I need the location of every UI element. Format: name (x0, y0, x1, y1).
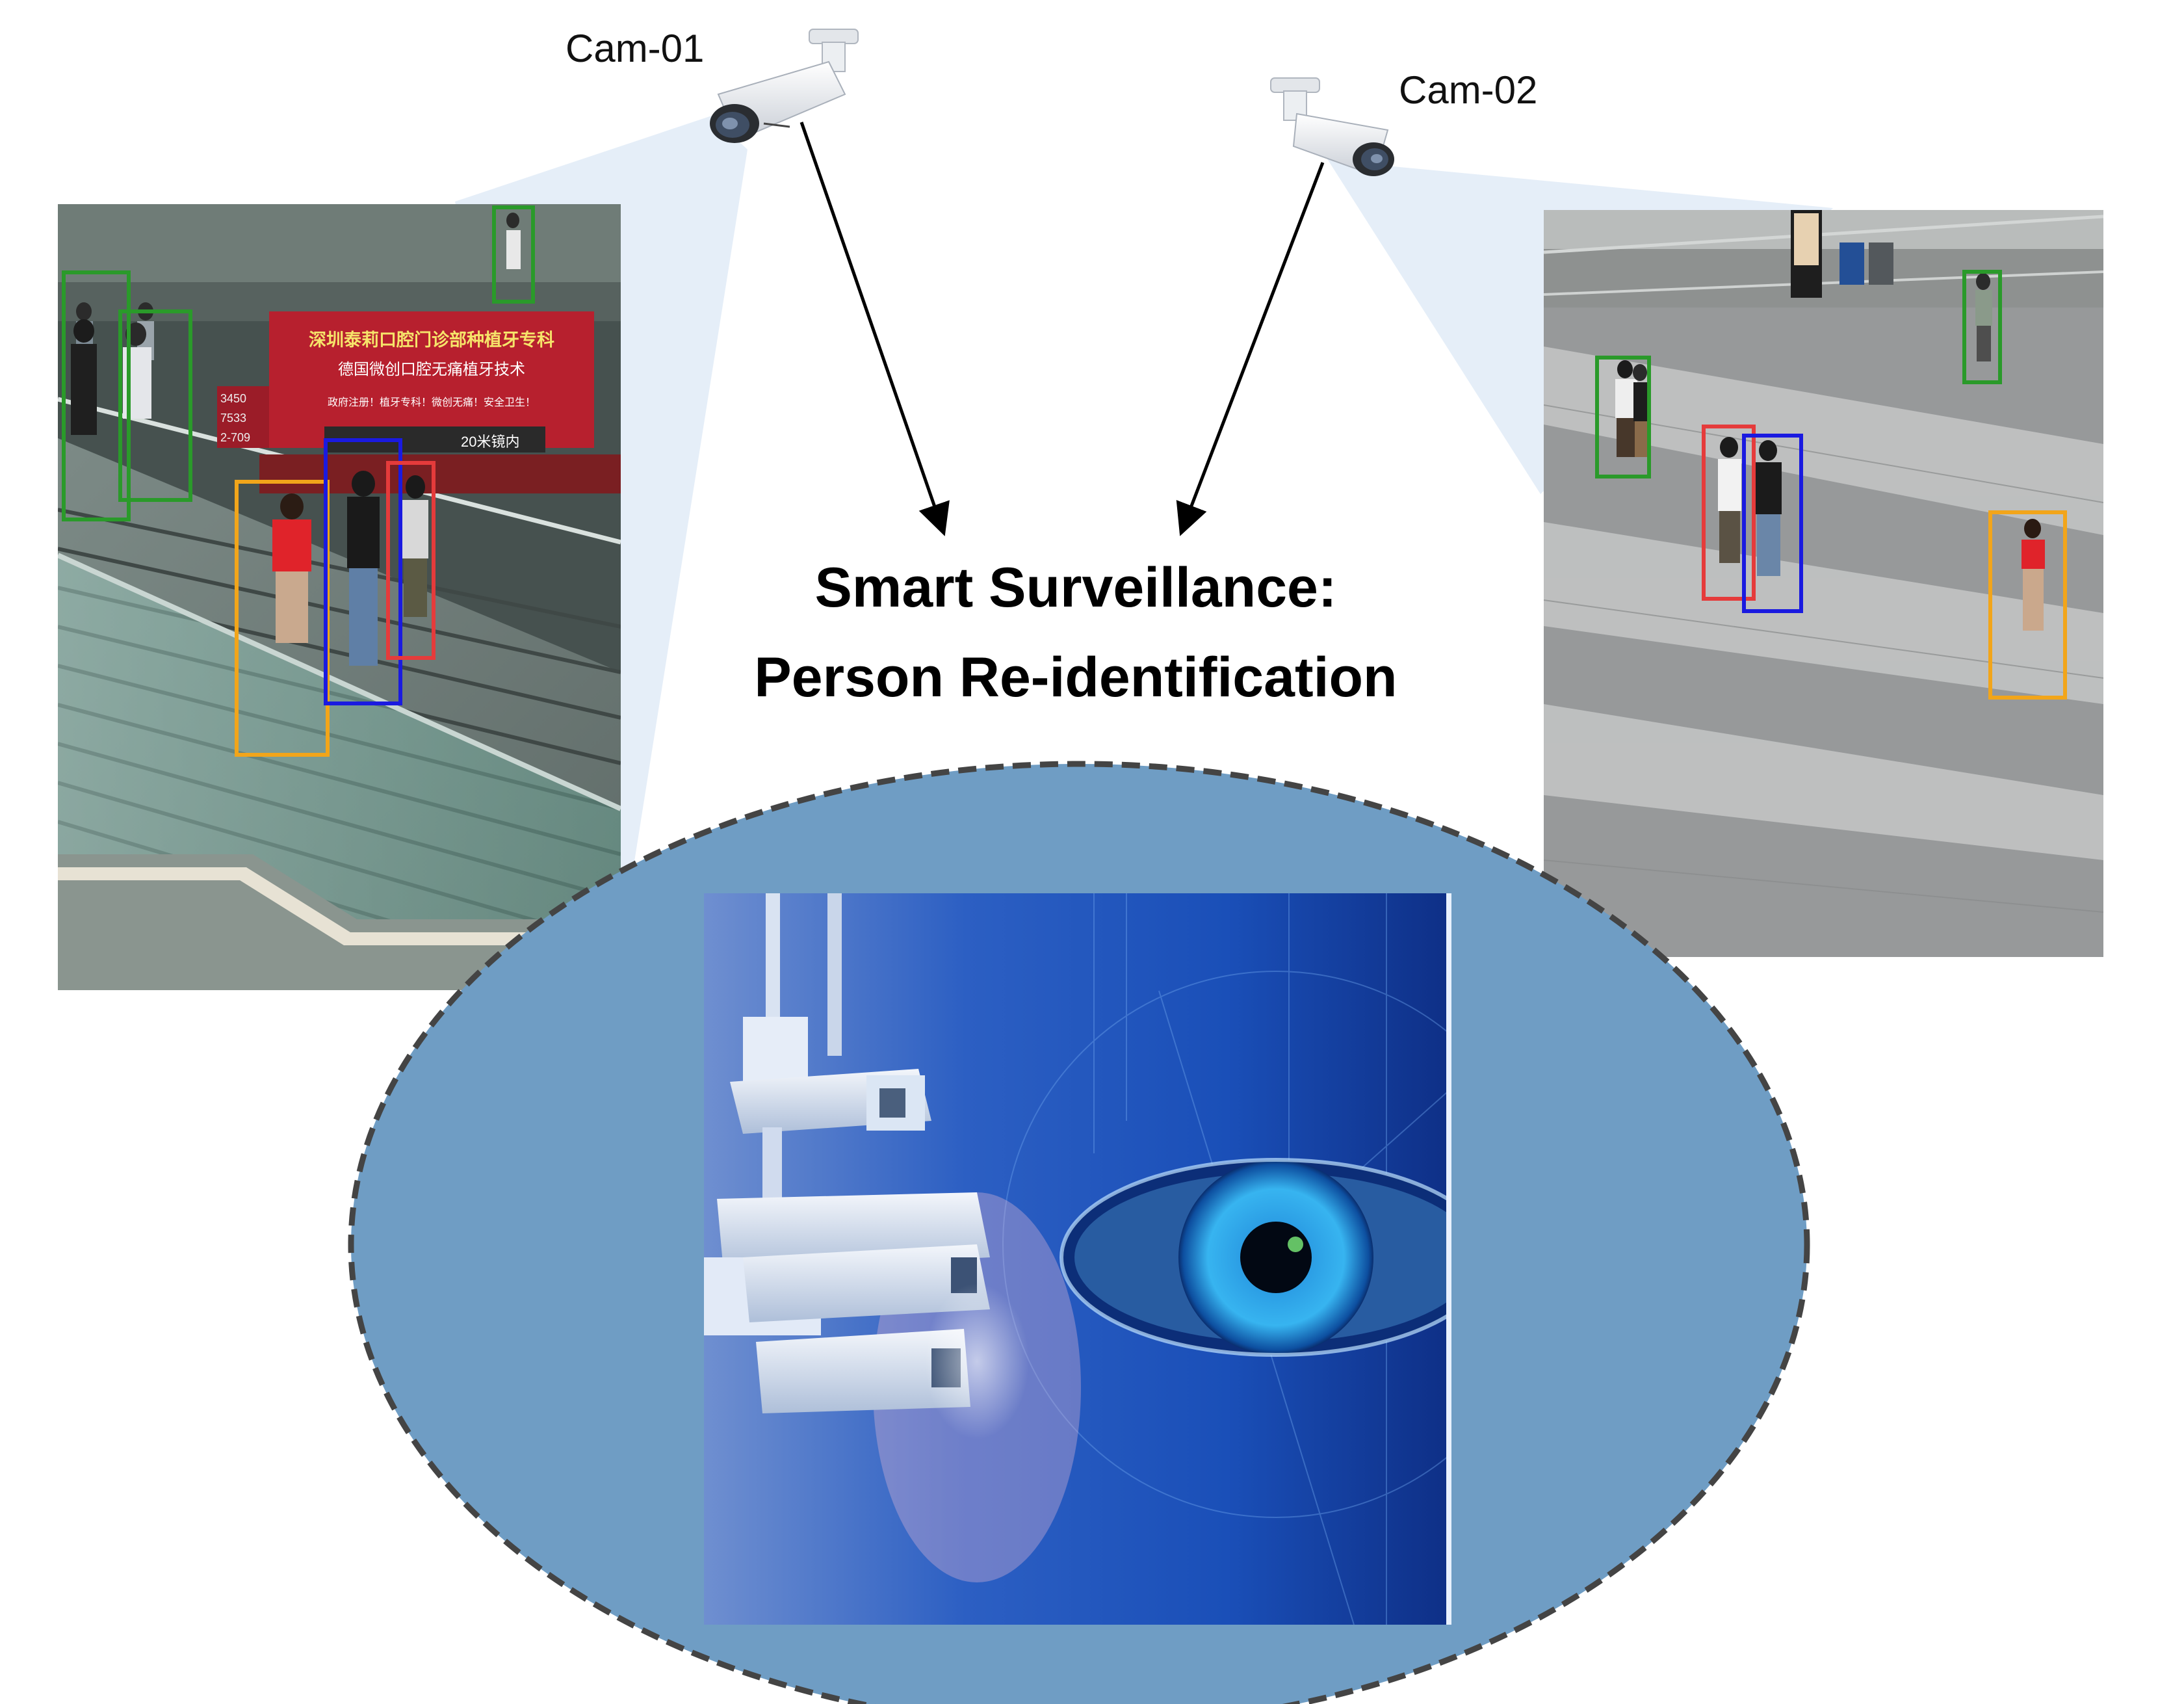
cam02-view (1544, 210, 2103, 957)
cam01-box-green-1 (62, 270, 131, 521)
sign-line1: 深圳泰莉口腔门诊部种植牙专科 (309, 330, 554, 350)
cam02-label: Cam-02 (1399, 68, 1538, 112)
cam02-box-green-1 (1962, 270, 2002, 384)
sign-line4: 20米镜内 (461, 434, 519, 450)
cam01-box-blue (324, 438, 402, 705)
cam02-arrow (1176, 162, 1325, 536)
surveillance-eye-image (704, 893, 1451, 1625)
sign-phone3: 2-709 (220, 431, 250, 444)
cam02-device-icon (1270, 77, 1394, 177)
cam02-box-green-2 (1595, 356, 1651, 478)
eye-camera-illustration (704, 893, 1451, 1625)
sign-line3: 政府注册！植牙专科！微创无痛！安全卫生！ (328, 397, 536, 408)
cam01-box-green-3 (492, 205, 535, 304)
cam01-bounding-boxes (62, 205, 535, 757)
cam02-people (1615, 273, 2045, 631)
diagram-title: Smart Surveillance: Person Re-identifica… (682, 543, 1469, 722)
cam02-bounding-boxes (1595, 270, 2067, 700)
cam01-box-red (386, 461, 436, 660)
cam01-view: 深圳泰莉口腔门诊部种植牙专科 德国微创口腔无痛植牙技术 政府注册！植牙专科！微创… (58, 204, 621, 990)
cam02-box-blue (1742, 434, 1803, 613)
title-line1: Smart Surveillance: (814, 557, 1337, 619)
sign-phone1: 3450 (220, 392, 246, 405)
cam01-photo: 深圳泰莉口腔门诊部种植牙专科 德国微创口腔无痛植牙技术 政府注册！植牙专科！微创… (58, 204, 621, 990)
cam02-photo (1544, 210, 2103, 957)
cam02-box-red (1702, 425, 1756, 601)
cam01-box-green-2 (118, 309, 192, 502)
sign-line2: 德国微创口腔无痛植牙技术 (338, 361, 525, 378)
cam01-device-icon (710, 29, 859, 143)
cam01-arrow (800, 122, 950, 536)
cam01-label: Cam-01 (566, 27, 705, 70)
camera-cluster (704, 893, 1029, 1439)
cam02-box-orange (1988, 510, 2067, 700)
sign-phone2: 7533 (220, 412, 246, 425)
title-line2: Person Re-identification (754, 646, 1398, 709)
